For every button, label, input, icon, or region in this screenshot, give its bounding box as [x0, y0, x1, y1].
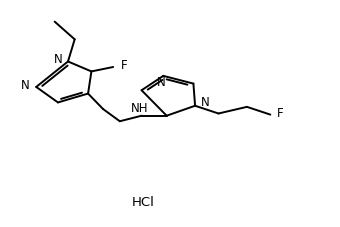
Text: N: N	[157, 76, 166, 89]
Text: NH: NH	[131, 102, 149, 115]
Text: N: N	[54, 53, 63, 66]
Text: N: N	[201, 96, 209, 109]
Text: F: F	[121, 59, 127, 72]
Text: F: F	[277, 107, 284, 120]
Text: N: N	[21, 79, 30, 92]
Text: HCl: HCl	[132, 196, 155, 209]
